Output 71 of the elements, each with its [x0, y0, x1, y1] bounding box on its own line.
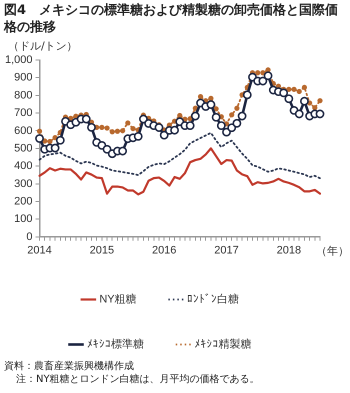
- x-tick-label: 2015: [90, 244, 114, 256]
- point: [258, 76, 268, 86]
- point: [232, 118, 242, 128]
- y-axis-title: （ドル/トン）: [8, 39, 78, 52]
- point: [294, 110, 304, 118]
- point: [316, 110, 324, 118]
- point: [291, 86, 297, 92]
- point: [186, 121, 195, 130]
- legend-label: ﾛﾝﾄﾞﾝ白糖: [187, 292, 240, 306]
- y-tick-label: 600: [14, 124, 33, 137]
- y-tick-label: 100: [14, 213, 33, 226]
- point: [206, 100, 216, 109]
- y-tick-label: 0: [26, 230, 33, 243]
- point: [134, 132, 143, 141]
- point: [198, 94, 204, 100]
- x-tick-label: 2018: [276, 244, 302, 256]
- point: [56, 136, 65, 145]
- x-tick-label: 2014: [27, 244, 52, 256]
- point: [312, 105, 318, 110]
- point: [35, 134, 44, 143]
- point: [130, 126, 136, 132]
- point: [36, 128, 42, 134]
- point: [238, 112, 246, 120]
- point: [279, 88, 288, 98]
- point: [216, 121, 226, 130]
- point: [120, 128, 126, 134]
- point: [177, 112, 182, 118]
- point: [242, 90, 252, 100]
- y-tick-label: 900: [14, 72, 33, 84]
- point: [160, 130, 169, 140]
- y-tick-label: 300: [14, 178, 33, 190]
- point: [190, 112, 200, 120]
- y-tick-label: 400: [14, 160, 33, 172]
- point: [87, 122, 96, 132]
- text: 資料：農畜産業振興機構作成: [4, 360, 135, 373]
- point: [50, 144, 60, 152]
- y-tick-label: 500: [14, 142, 33, 154]
- point: [286, 86, 292, 92]
- y-tick-label: 200: [14, 195, 33, 208]
- point: [114, 128, 120, 134]
- point: [104, 125, 110, 131]
- point: [302, 84, 308, 90]
- point: [154, 123, 164, 132]
- legend-label: NY粗糖: [99, 292, 137, 306]
- point: [110, 129, 115, 134]
- y-tick-label: 700: [14, 107, 33, 120]
- point: [170, 126, 179, 135]
- line-series: [38, 132, 321, 180]
- legend-label: ﾒｷｼｺ標準糖: [87, 338, 144, 351]
- point: [212, 112, 221, 122]
- legend-label: ﾒｷｼｺ精製糖: [194, 338, 252, 351]
- point: [229, 112, 234, 118]
- point: [82, 114, 91, 124]
- point: [118, 146, 128, 156]
- x-axis-title: （年）: [316, 244, 349, 258]
- point: [284, 94, 294, 104]
- text: 注：NY粗糖とロンドン白糖は、月平均の価格である。: [15, 373, 261, 386]
- x-tick-label: 2016: [152, 244, 176, 256]
- point: [234, 106, 240, 111]
- point: [296, 88, 302, 94]
- y-tick-label: 1,000: [4, 54, 33, 66]
- chart-title: 図4 メキシコの標準糖および精製糖の卸売価格と国際価格の推移: [2, 2, 340, 37]
- point: [264, 71, 272, 80]
- y-tick-label: 800: [14, 89, 33, 102]
- point: [99, 124, 104, 130]
- point: [47, 138, 53, 144]
- point: [125, 120, 130, 126]
- x-tick-label: 2017: [214, 244, 239, 256]
- point: [317, 98, 323, 104]
- point: [300, 96, 309, 106]
- point: [255, 70, 260, 76]
